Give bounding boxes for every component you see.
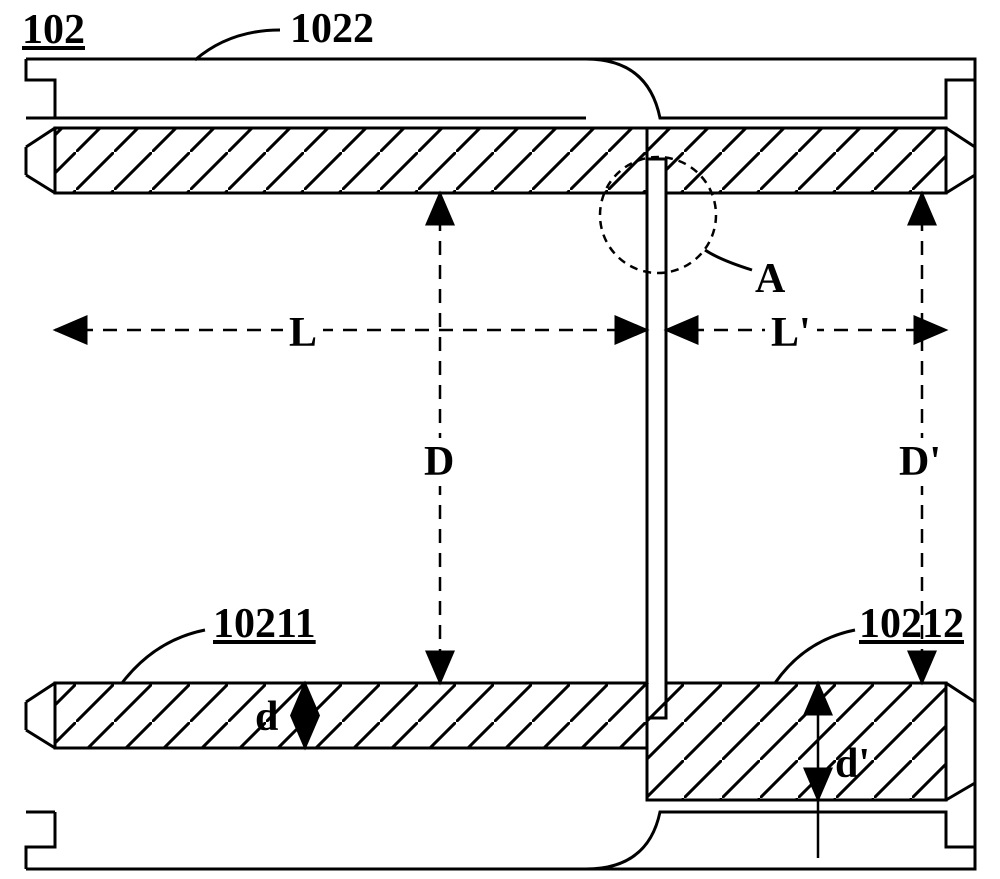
tube-cross-section [26, 128, 975, 800]
dim-dprime: d' [835, 740, 870, 788]
ref-number-label: 102 [22, 6, 85, 54]
dim-Lprime: L' [765, 309, 817, 357]
detail-A-label: A [755, 255, 785, 303]
dim-d: d [255, 693, 278, 741]
dim-L: L [283, 309, 323, 357]
callout-10212: 10212 [859, 600, 964, 648]
dim-D: D [420, 438, 458, 486]
callout-1022: 1022 [290, 5, 374, 53]
dim-Dprime: D' [895, 438, 945, 486]
callout-10211: 10211 [213, 600, 316, 648]
